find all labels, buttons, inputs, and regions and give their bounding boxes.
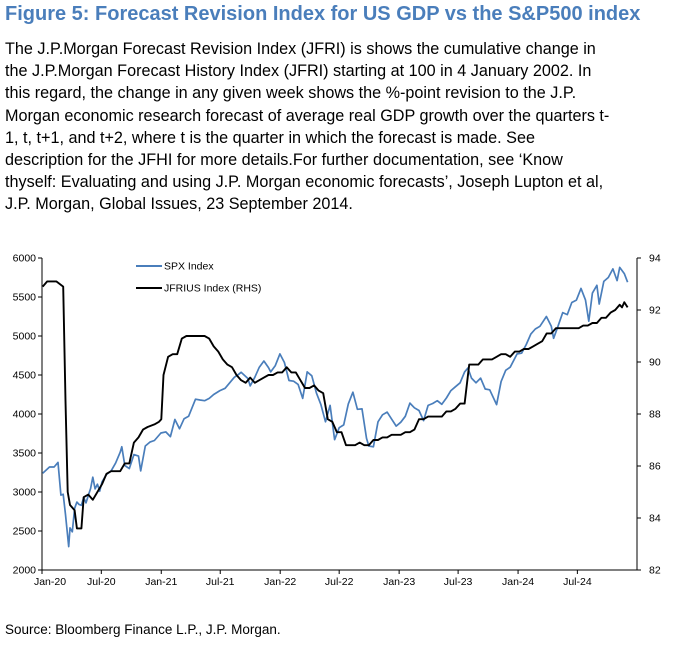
x-axis-tick-label: Jul-22	[325, 576, 354, 588]
source-note: Source: Bloomberg Finance L.P., J.P. Mor…	[5, 622, 281, 637]
jfri-series-line	[41, 280, 629, 530]
right-axis-tick-label: 84	[649, 513, 661, 525]
chart-series	[41, 266, 629, 548]
left-axis-tick-label: 3000	[13, 487, 37, 499]
right-axis-tick-label: 94	[649, 253, 661, 265]
spx-vs-jfri-line-chart: 2000 2500 3000 3500 4000 4500 5000 5500 6000 82 84…	[13, 253, 661, 589]
right-axis-tick-label: 90	[649, 357, 661, 369]
x-axis-tick-label: Jan-21	[145, 576, 177, 588]
figure-title: Figure 5: Forecast Revision Index for US…	[5, 3, 641, 25]
chart-legend: SPX Index JFRIUS Index (RHS)	[136, 261, 261, 295]
description-line: the J.P.Morgan Forecast History Index (J…	[5, 62, 592, 81]
right-axis-tick-label: 86	[649, 461, 661, 473]
x-axis-tick-label: Jan-24	[502, 576, 534, 588]
left-axis-tick-label: 5500	[13, 292, 37, 304]
spx-series-line	[42, 266, 629, 548]
x-axis-tick-label: Jan-20	[34, 576, 66, 588]
description-line: The J.P.Morgan Forecast Revision Index (…	[5, 40, 596, 58]
left-axis-tick-label: 2500	[13, 526, 37, 538]
x-axis-tick-label: Jul-24	[563, 576, 592, 588]
right-axis-tick-label: 82	[649, 565, 661, 577]
x-axis-tick-label: Jul-23	[444, 576, 473, 588]
left-axis-tick-label: 3500	[13, 448, 37, 460]
right-axis-tick-label: 88	[649, 409, 661, 421]
x-axis-tick-label: Jul-21	[206, 576, 235, 588]
x-axis-tick-label: Jul-20	[87, 576, 116, 588]
x-axis-tick-label: Jan-22	[264, 576, 296, 588]
description-line: 1, t, t+1, and t+2, where t is the quart…	[5, 128, 535, 147]
description-line: J.P. Morgan, Global Issues, 23 September…	[5, 195, 353, 214]
left-axis-tick-label: 4000	[13, 409, 37, 421]
left-axis-tick-label: 4500	[13, 370, 37, 382]
left-axis-tick-label: 2000	[13, 565, 37, 577]
chart-axes: 2000 2500 3000 3500 4000 4500 5000 5500 6000 82 84…	[13, 253, 661, 589]
description-line: Morgan economic research forecast of ave…	[5, 106, 610, 125]
description-line: this regard, the change in any given wee…	[5, 84, 577, 103]
left-axis-tick-label: 5000	[13, 331, 37, 343]
description-line: description for the JFHI for more detail…	[5, 151, 563, 170]
right-axis-tick-label: 92	[649, 305, 661, 317]
legend-label: SPX Index	[164, 261, 214, 273]
left-axis-tick-label: 6000	[13, 253, 37, 265]
description-line: thyself: Evaluating and using J.P. Morga…	[5, 173, 604, 192]
legend-label: JFRIUS Index (RHS)	[164, 283, 261, 295]
x-axis-tick-label: Jan-23	[383, 576, 415, 588]
figure-description: The J.P.Morgan Forecast Revision Index (…	[5, 38, 670, 216]
